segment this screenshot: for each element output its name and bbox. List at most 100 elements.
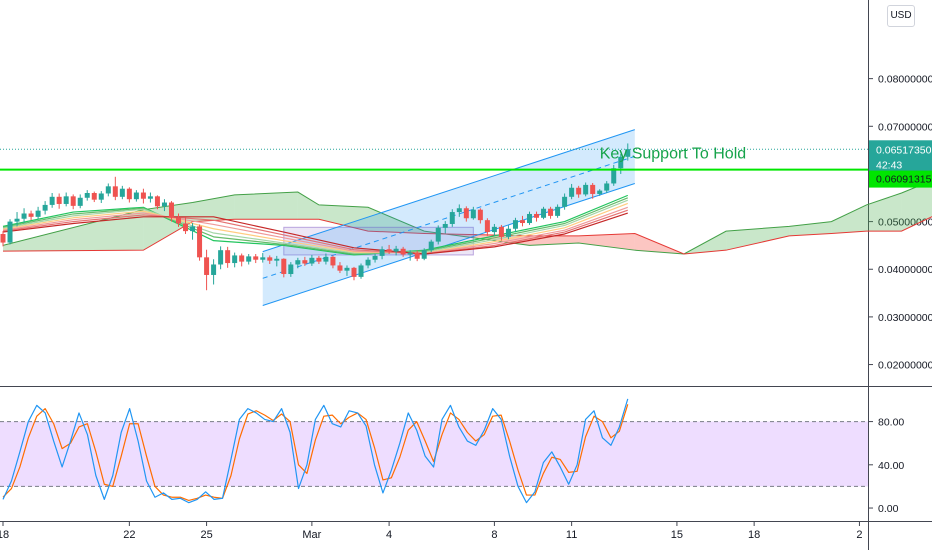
stoch-axis-label: 80.00 [878, 417, 904, 429]
candle-body [337, 265, 343, 271]
candle-body [98, 193, 104, 200]
price-axis-label: 0.08000000 [878, 74, 932, 86]
support-label-bg [869, 170, 932, 188]
candle-body [197, 226, 203, 258]
candle-body [77, 197, 83, 206]
candle-body [351, 267, 357, 277]
channel-fill [262, 129, 635, 306]
price-axis-label: 0.03000000 [878, 312, 932, 324]
candle-body [42, 204, 48, 211]
ema-line [2, 202, 628, 254]
time-axis-label: 11 [566, 529, 577, 541]
candle-body [14, 218, 20, 222]
candle-body [505, 228, 511, 237]
ichimoku-cloud-segment [192, 194, 235, 222]
ichimoku-cloud-segment [578, 233, 635, 251]
ichimoku-cloud-segment [831, 204, 867, 234]
candle-body [527, 213, 532, 224]
ichimoku-cloud-segment [726, 226, 790, 251]
candle-body [393, 248, 399, 252]
last-price-value: 0.06517350 [876, 144, 932, 156]
candle-body [498, 226, 504, 237]
stoch-axis-label: 0.00 [878, 503, 899, 515]
candle-body [225, 250, 231, 264]
time-axis-label: 2 [856, 529, 862, 541]
candle-body [211, 264, 217, 275]
channel-lower-line [262, 182, 635, 306]
candle-body [28, 213, 34, 217]
candle-body [232, 255, 238, 264]
candle-body [56, 196, 62, 204]
candle-body [274, 258, 280, 261]
candle-body [344, 267, 350, 271]
channel-upper-line [262, 129, 635, 253]
candle-body [183, 223, 189, 232]
candle-body [288, 264, 294, 275]
candle-body [323, 256, 329, 262]
candle-body [358, 265, 364, 277]
candle-body [491, 226, 497, 233]
candle-body [400, 248, 406, 255]
candle-body [534, 213, 540, 218]
ema-line [2, 212, 628, 255]
time-axis-label: 18 [748, 529, 760, 541]
candle-body [484, 220, 490, 233]
ichimoku-cloud-segment [297, 192, 319, 220]
candle-body [91, 193, 97, 200]
candle-body [407, 252, 413, 255]
candle-body [0, 233, 6, 243]
candle-body [555, 206, 561, 216]
candle-body [267, 257, 273, 261]
candle-body [239, 255, 245, 262]
candle-body [260, 257, 266, 260]
currency-badge[interactable]: USD [887, 5, 915, 27]
candle-body [442, 223, 448, 228]
last-price-label-bg [869, 140, 932, 175]
candle-body [35, 210, 41, 217]
candle-body [618, 156, 624, 169]
time-axis-label: 25 [200, 529, 212, 541]
time-axis-label: 4 [386, 529, 392, 541]
price-axis-label: 0.07000000 [878, 121, 932, 133]
ema-line [2, 209, 628, 255]
candle-body [316, 257, 322, 262]
candle-body [204, 257, 210, 275]
candle-body [569, 187, 575, 197]
candle-body [365, 259, 371, 266]
candle-body [21, 213, 27, 219]
candle-body [63, 196, 69, 204]
last-price-countdown: 42:43 [876, 159, 902, 171]
candle-body [590, 184, 596, 194]
time-axis-label: 18 [0, 529, 9, 541]
candle-body [147, 196, 153, 199]
candle-body [421, 250, 427, 259]
candle-body [379, 249, 385, 256]
candle-body [190, 226, 196, 232]
time-axis-label: 8 [491, 529, 497, 541]
ema-line [2, 206, 628, 255]
candle-body [119, 188, 125, 197]
candle-body [583, 184, 589, 195]
candle-body [548, 208, 554, 216]
candle-body [625, 149, 631, 157]
support-annotation: Key Support To Hold [600, 146, 746, 163]
candle-body [428, 241, 434, 251]
candle-body [112, 186, 118, 197]
candle-body [414, 252, 420, 259]
candle-body [140, 192, 146, 199]
candle-body [562, 196, 568, 207]
stoch-d-line [2, 404, 629, 502]
candle-body [386, 249, 392, 252]
candle-body [372, 255, 378, 260]
ichimoku-cloud-segment [318, 204, 369, 232]
candle-body [49, 196, 55, 205]
candle-body [105, 186, 111, 194]
price-axis-label: 0.02000000 [878, 360, 932, 372]
ichimoku-span-a [2, 180, 932, 255]
candle-body [70, 196, 76, 206]
time-axis-label: 15 [671, 529, 683, 541]
candle-body [597, 190, 603, 194]
price-axis-label: 0.05000000 [878, 217, 932, 229]
